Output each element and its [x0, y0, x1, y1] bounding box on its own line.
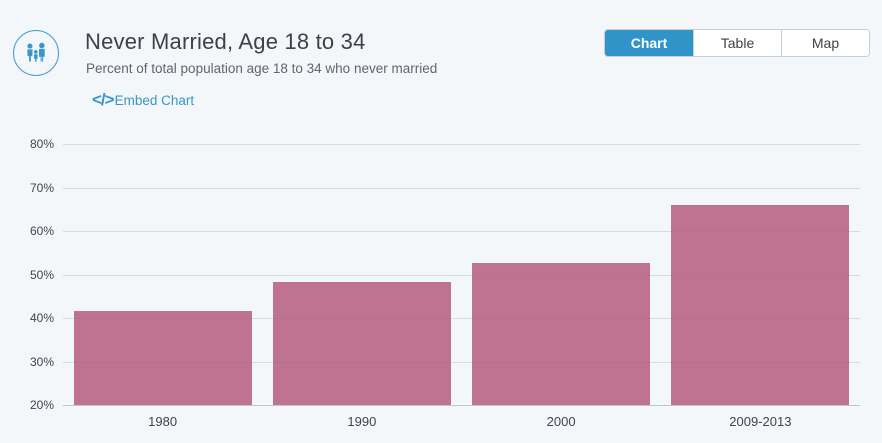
- page-title: Never Married, Age 18 to 34: [85, 29, 366, 54]
- embed-chart-label: Embed Chart: [114, 92, 195, 108]
- x-axis-tick-label: 1990: [347, 414, 377, 429]
- y-axis-tick-label: 40%: [29, 311, 54, 325]
- bar-1990[interactable]: [272, 282, 451, 405]
- embed-code-icon: </>: [92, 90, 115, 109]
- tab-map[interactable]: Map: [781, 30, 869, 56]
- header: Never Married, Age 18 to 34 Percent of t…: [85, 29, 437, 110]
- family-icon: [27, 42, 45, 62]
- gridline: [63, 274, 860, 276]
- bar-2009-2013[interactable]: [671, 205, 850, 405]
- embed-chart-link[interactable]: </> Embed Chart: [92, 90, 194, 110]
- y-axis-tick-label: 70%: [29, 180, 54, 195]
- gridline: [63, 187, 860, 189]
- y-axis-tick-label: 60%: [29, 224, 54, 238]
- topic-icon-circle: [13, 30, 59, 76]
- gridline: [63, 318, 860, 319]
- y-axis-tick-label: 20%: [29, 398, 54, 412]
- y-axis-tick-label: 30%: [29, 354, 54, 369]
- gridline: [63, 144, 860, 145]
- x-axis-tick-label: 1980: [148, 414, 178, 429]
- bar-2000[interactable]: [472, 263, 651, 405]
- page-subtitle: Percent of total population age 18 to 34…: [86, 61, 438, 76]
- x-axis-tick-label: 2009-2013: [729, 414, 792, 429]
- tab-table[interactable]: Table: [693, 30, 781, 56]
- tab-chart[interactable]: Chart: [605, 30, 693, 56]
- plot-area: 20% 30% 40% 50% 60% 70% 80% 1980 1990 2000 2009-20…: [30, 137, 860, 429]
- gridline: [63, 231, 860, 232]
- x-axis-tick-label: 2000: [546, 414, 576, 429]
- y-axis-tick-label: 50%: [29, 267, 54, 282]
- view-toggle: Chart Table Map: [604, 29, 870, 57]
- bar-1980[interactable]: [73, 311, 252, 405]
- y-axis-tick-label: 80%: [29, 137, 54, 151]
- gridline: [63, 361, 860, 363]
